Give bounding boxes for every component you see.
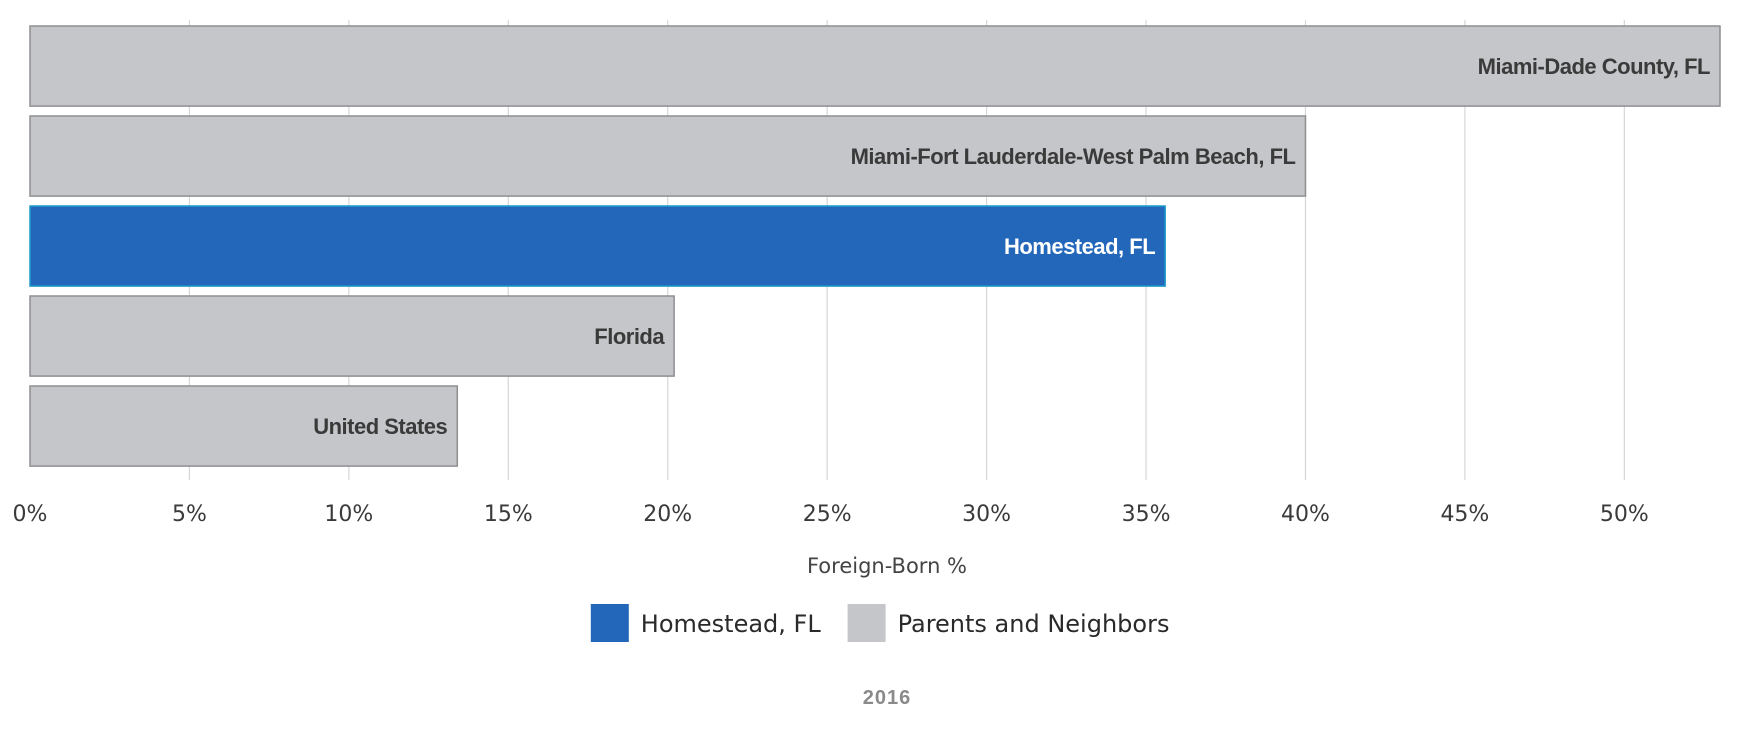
x-tick-label-15: 15%	[484, 502, 533, 527]
legend: Homestead, FL Parents and Neighbors	[590, 604, 1170, 642]
bar-0[interactable]	[29, 25, 1721, 107]
x-axis-title: Foreign-Born %	[807, 554, 967, 578]
legend-label-1[interactable]: Parents and Neighbors	[898, 610, 1170, 638]
bar-2[interactable]	[29, 205, 1166, 287]
bar-3[interactable]	[29, 295, 675, 377]
bars: Miami-Dade County, FL Miami-Fort Lauderda…	[29, 25, 1721, 467]
legend-swatch-0[interactable]	[590, 604, 629, 642]
bar-label-3: Florida	[594, 324, 665, 349]
bar-label-1: Miami-Fort Lauderdale-West Palm Beach, F…	[851, 144, 1296, 169]
legend-swatch-1[interactable]	[847, 604, 886, 642]
x-tick-label-40: 40%	[1281, 502, 1330, 527]
x-tick-label-10: 10%	[324, 502, 373, 527]
x-tick-label-45: 45%	[1440, 502, 1489, 527]
year-selector-label[interactable]: 2016	[863, 687, 912, 709]
bar-label-0: Miami-Dade County, FL	[1478, 54, 1710, 79]
x-tick-label-20: 20%	[643, 502, 692, 527]
x-tick-label-5: 5%	[172, 502, 207, 527]
bar-label-2: Homestead, FL	[1004, 234, 1155, 259]
bar-label-4: United States	[313, 414, 447, 439]
x-axis-ticks: 0% 5% 10% 15% 20% 25% 30% 35% 40% 45% 50%	[13, 502, 1649, 527]
bar-1[interactable]	[29, 115, 1307, 197]
x-tick-label-0: 0%	[13, 502, 48, 527]
legend-label-0[interactable]: Homestead, FL	[641, 610, 822, 638]
x-tick-label-35: 35%	[1122, 502, 1171, 527]
bar-4[interactable]	[29, 385, 459, 467]
x-tick-label-30: 30%	[962, 502, 1011, 527]
x-tick-label-50: 50%	[1600, 502, 1649, 527]
x-tick-label-25: 25%	[803, 502, 852, 527]
